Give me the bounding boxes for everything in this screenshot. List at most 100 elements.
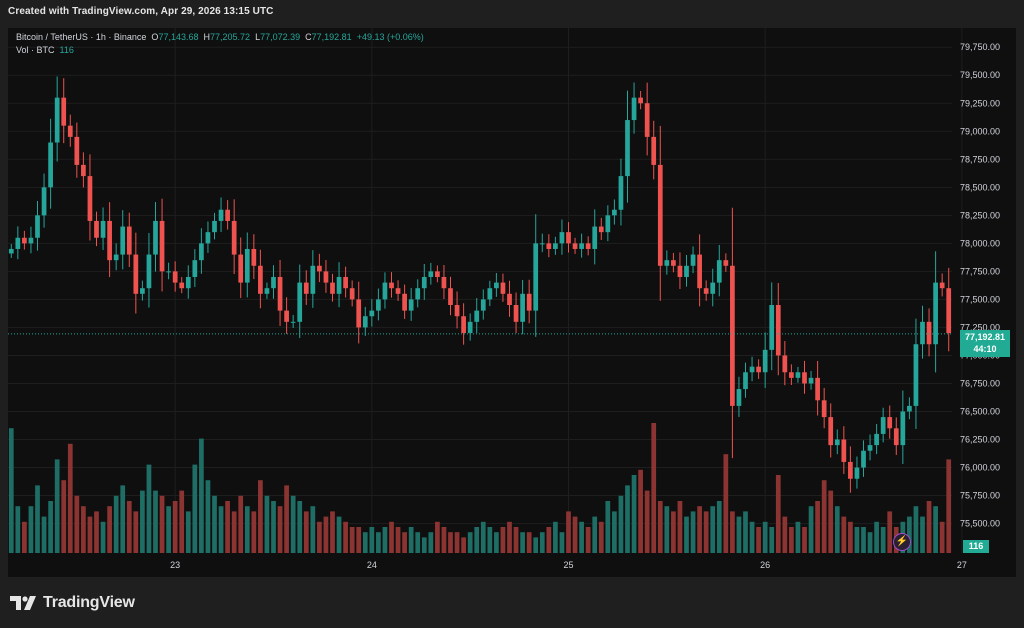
volume-bar: [494, 532, 499, 553]
last-price-tag: 77,192.81 44:10: [960, 330, 1010, 357]
volume-bar: [507, 521, 512, 553]
volume-bar: [789, 527, 794, 553]
candle-body: [172, 271, 178, 283]
volume-bar: [926, 501, 932, 553]
volume-bar: [880, 527, 886, 553]
price-axis-label: 77,250.00: [960, 322, 1000, 332]
volume-bar: [179, 490, 185, 553]
volume-bar: [330, 511, 335, 553]
volume-bar: [369, 527, 375, 553]
volume-bar: [271, 501, 276, 553]
candle-body: [651, 136, 657, 165]
candle-body: [205, 232, 211, 244]
volume-bar: [428, 532, 434, 553]
volume-bar: [395, 527, 401, 553]
candle-body: [310, 265, 316, 294]
price-axis-label: 75,750.00: [960, 491, 1000, 501]
candle-body: [435, 271, 440, 277]
volume-bar: [310, 506, 316, 553]
candle-body: [736, 389, 742, 406]
candle-body: [107, 220, 112, 261]
candle-body: [526, 293, 532, 311]
candle-body: [821, 400, 827, 418]
candle-body: [684, 265, 689, 277]
candle-body: [559, 232, 565, 244]
candle-body: [290, 321, 296, 323]
candle-body: [730, 265, 735, 406]
volume-bar: [94, 511, 99, 553]
candle-body: [41, 187, 47, 216]
volume-bar: [651, 423, 657, 553]
candle-body: [323, 271, 329, 283]
volume-bar: [730, 511, 735, 553]
candle-body: [336, 276, 342, 294]
volume-bar: [631, 475, 637, 553]
volume-bar: [382, 527, 388, 553]
volume-bar: [612, 511, 617, 553]
volume-bar: [723, 454, 729, 553]
price-axis-label: 76,250.00: [960, 435, 1000, 445]
chart-pane[interactable]: 75,500.00 75,750.00 76,000.00 76,250.00 76,5…: [8, 28, 1016, 577]
volume-bar: [343, 521, 348, 553]
candle-body: [566, 232, 571, 244]
candle-body: [598, 226, 604, 233]
volume-bar: [828, 490, 834, 553]
candle-body: [789, 372, 794, 378]
candle-body: [199, 243, 204, 261]
candle-body: [421, 276, 427, 289]
candle-body: [848, 461, 853, 479]
candle-body: [926, 321, 932, 345]
candle-body: [389, 282, 394, 289]
time-axis-label: 23: [170, 560, 180, 570]
candle-body: [775, 305, 781, 356]
volume-bar: [317, 521, 322, 553]
volume-bar: [500, 527, 506, 553]
volume-bar: [553, 521, 558, 553]
volume-bar: [362, 532, 368, 553]
candle-body: [533, 243, 539, 311]
candle-body: [520, 293, 525, 322]
candle-body: [579, 243, 584, 249]
volume-bar: [841, 516, 847, 553]
volume-bar: [356, 527, 362, 553]
volume-bar: [192, 464, 198, 553]
candle-body: [697, 254, 702, 289]
price-axis-label: 78,500.00: [960, 182, 1000, 192]
volume-bar: [376, 532, 381, 553]
candle-body: [251, 248, 257, 266]
lightning-icon[interactable]: ⚡: [893, 533, 911, 551]
candle-body: [880, 417, 886, 434]
candle-body: [382, 282, 388, 300]
candle-body: [572, 243, 578, 249]
close-value: 77,192.81: [311, 32, 352, 42]
volume-bar: [657, 501, 663, 553]
volume-bar: [264, 495, 270, 553]
volume-bar: [920, 516, 925, 553]
volume-bar: [736, 516, 742, 553]
candle-body: [126, 226, 132, 255]
volume-bar: [205, 480, 211, 553]
candle-body: [703, 288, 709, 294]
price-axis-label: 77,500.00: [960, 294, 1000, 304]
candle-body: [54, 97, 60, 143]
volume-bar: [113, 495, 119, 553]
candlestick-chart[interactable]: 75,500.00 75,750.00 76,000.00 76,250.00 76,5…: [8, 28, 1016, 577]
candle-body: [113, 254, 119, 261]
price-axis-label: 78,750.00: [960, 154, 1000, 164]
candle-body: [467, 321, 473, 334]
volume-bar: [487, 527, 493, 553]
candle-body: [369, 310, 375, 317]
volume-bar: [861, 527, 866, 553]
candle-body: [179, 282, 185, 289]
volume-bar: [572, 516, 578, 553]
candle-body: [415, 288, 421, 300]
candle-body: [671, 260, 676, 266]
volume-bar: [166, 506, 171, 553]
volume-bar: [467, 532, 473, 553]
candle-body: [657, 164, 663, 266]
candle-body: [854, 467, 860, 479]
volume-bar: [415, 532, 421, 553]
candle-body: [94, 220, 99, 238]
volume-bar: [389, 521, 394, 553]
volume-bar: [146, 464, 152, 553]
